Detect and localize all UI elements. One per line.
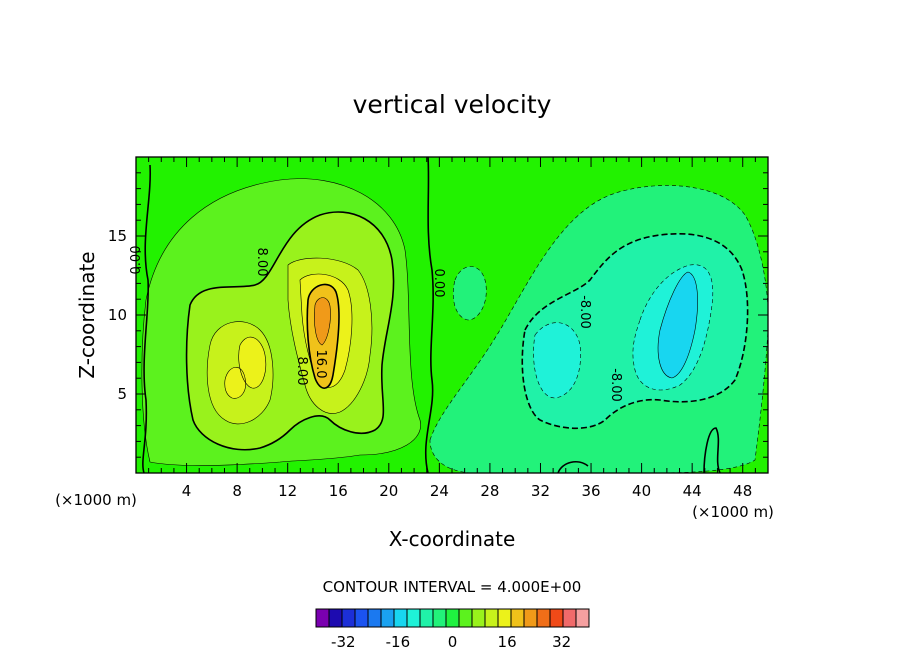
colorbar-tick-label: -16 xyxy=(386,633,411,651)
colorbar-tick-label: 0 xyxy=(448,633,458,651)
contour-interval-text: CONTOUR INTERVAL = 4.000E+00 xyxy=(323,578,582,596)
contour-label-4: 0.00 xyxy=(431,269,446,298)
colorbar-tick-label: -32 xyxy=(331,633,356,651)
colorbar-swatch xyxy=(315,608,330,628)
y-axis: 5 10 15 xyxy=(108,172,768,458)
x-axis: 4 8 12 16 20 24 28 32 36 40 44 48 xyxy=(148,157,756,500)
x-tick-label: 16 xyxy=(329,482,348,500)
zero-contour-mid xyxy=(424,157,434,473)
negative-region-16 xyxy=(657,271,698,379)
colorbar-swatch xyxy=(484,608,499,628)
zero-contour-left xyxy=(142,164,152,473)
x-tick-label: 32 xyxy=(531,482,550,500)
colorbar-swatch xyxy=(432,608,447,628)
x-unit-left: (×1000 m) xyxy=(55,491,137,509)
y-axis-label: Z-coordinate xyxy=(75,251,99,378)
x-tick-label: 20 xyxy=(379,482,398,500)
colorbar-swatch xyxy=(523,608,538,628)
zero-contour-bottom xyxy=(557,427,721,473)
positive-region-24 xyxy=(314,297,331,346)
x-tick-label: 40 xyxy=(632,482,651,500)
x-tick-label: 44 xyxy=(683,482,702,500)
colorbar-swatch xyxy=(458,608,473,628)
x-tick-label: 24 xyxy=(430,482,449,500)
x-tick-label: 48 xyxy=(733,482,752,500)
colorbar-swatch xyxy=(536,608,551,628)
plot-field xyxy=(136,157,768,473)
contour-label-5: -8.00 xyxy=(577,295,592,329)
colorbar-swatch xyxy=(341,608,356,628)
colorbar-swatch xyxy=(354,608,369,628)
y-tick-label: 15 xyxy=(108,227,127,245)
colorbar-swatch xyxy=(380,608,395,628)
colorbar-swatch xyxy=(471,608,486,628)
contour-label-3: 16.0 xyxy=(313,350,328,379)
x-tick-label: 28 xyxy=(480,482,499,500)
colorbar: -32 -16 0 16 32 xyxy=(315,608,590,651)
x-axis-label: X-coordinate xyxy=(389,527,516,551)
colorbar-swatch xyxy=(510,608,525,628)
contour-label-1: 8.00 xyxy=(254,248,269,277)
y-tick-label: 10 xyxy=(108,306,127,324)
x-unit-right: (×1000 m) xyxy=(692,503,774,521)
colorbar-swatch xyxy=(575,608,590,628)
colorbar-swatch xyxy=(406,608,421,628)
contour-label-6: -8.00 xyxy=(608,368,623,402)
colorbar-swatch xyxy=(367,608,382,628)
contour-label-2: 8.00 xyxy=(294,357,309,386)
colorbar-swatch xyxy=(419,608,434,628)
colorbar-swatch xyxy=(445,608,460,628)
colorbar-swatch xyxy=(393,608,408,628)
colorbar-tick-label: 32 xyxy=(552,633,571,651)
colorbar-tick-label: 16 xyxy=(498,633,517,651)
colorbar-swatch xyxy=(497,608,512,628)
x-tick-label: 12 xyxy=(278,482,297,500)
colorbar-swatch xyxy=(328,608,343,628)
colorbar-swatch xyxy=(562,608,577,628)
colorbar-swatch xyxy=(549,608,564,628)
chart-title: vertical velocity xyxy=(353,90,552,119)
y-tick-label: 5 xyxy=(117,385,127,403)
x-tick-label: 8 xyxy=(232,482,242,500)
x-tick-label: 36 xyxy=(581,482,600,500)
x-tick-label: 4 xyxy=(182,482,192,500)
